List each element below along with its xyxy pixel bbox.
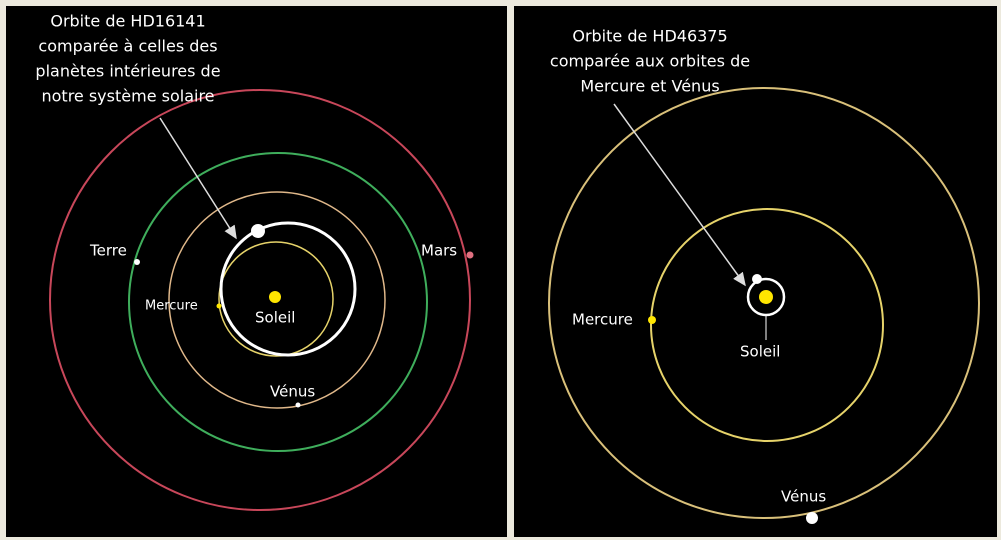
label: Mercure [145,299,198,314]
label: Soleil [255,309,295,327]
label: Mars [421,242,457,260]
exoplanet-orbit [219,221,357,357]
sun [269,291,281,303]
venus [295,402,301,408]
arrow [613,103,746,287]
caption: Mercure et Vénus [580,77,719,96]
venus-orbit [168,191,386,409]
mercury [648,316,656,324]
sun [759,290,773,304]
exoplanet [752,274,762,284]
panel-left: Orbite de HD16141 comparée à celles des … [6,6,507,537]
caption: notre système solaire [41,87,214,106]
panel-right: Orbite de HD46375 comparée aux orbites d… [514,6,997,537]
mercury-orbit [650,208,884,442]
label: Vénus [270,383,315,401]
earth-orbit [128,152,428,452]
label: Mercure [572,311,633,329]
venus-orbit [548,87,980,519]
mercury-orbit [218,241,334,357]
mars [466,251,474,259]
caption: comparée aux orbites de [550,52,750,71]
arrow [159,117,237,240]
label: Vénus [781,488,826,506]
label: Soleil [740,343,780,361]
caption: comparée à celles des [38,37,217,56]
earth [134,259,140,265]
caption: Orbite de HD46375 [572,27,727,46]
exoplanet [251,224,265,238]
mars-orbit [49,89,471,511]
mercury [216,303,222,309]
label: Terre [89,242,127,260]
venus [806,512,818,524]
caption: Orbite de HD16141 [50,12,205,31]
panel-bg [514,6,997,537]
caption: planètes intérieures de [35,62,220,81]
